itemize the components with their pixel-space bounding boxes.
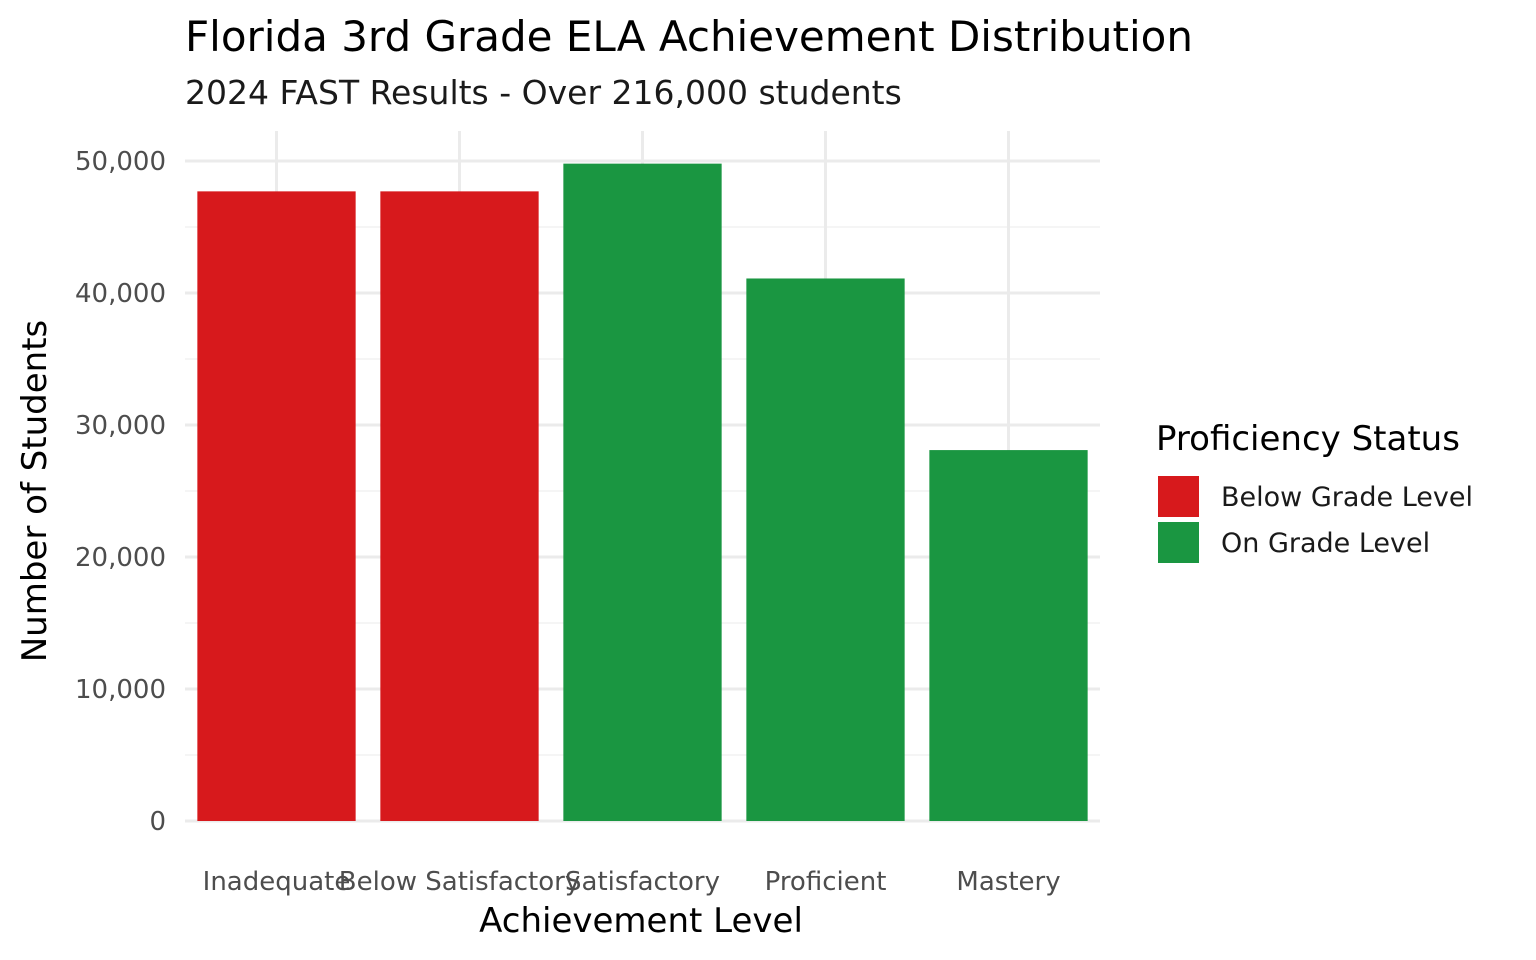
x-tick-label: Below Satisfactory bbox=[339, 867, 580, 897]
x-axis-title: Achievement Level bbox=[479, 901, 803, 941]
bar-inadequate bbox=[197, 191, 356, 822]
bars bbox=[197, 163, 1088, 822]
legend-swatch bbox=[1158, 522, 1199, 563]
legend-title: Proficiency Status bbox=[1156, 419, 1460, 459]
chart-title: Florida 3rd Grade ELA Achievement Distri… bbox=[185, 12, 1193, 61]
legend-entries: Below Grade Level On Grade Level bbox=[1158, 476, 1473, 563]
bar-proficient bbox=[746, 278, 905, 822]
legend-swatch bbox=[1158, 476, 1199, 517]
y-tick-label: 10,000 bbox=[75, 675, 166, 705]
y-axis-ticks: 0 10,000 20,000 30,000 40,000 50,000 bbox=[75, 147, 166, 837]
bar-satisfactory bbox=[563, 163, 722, 821]
y-axis-title: Number of Students bbox=[15, 320, 55, 663]
x-tick-label: Inadequate bbox=[203, 867, 351, 897]
y-tick-label: 30,000 bbox=[75, 411, 166, 441]
y-tick-label: 0 bbox=[149, 807, 166, 837]
bar-mastery bbox=[929, 450, 1088, 821]
x-tick-label: Mastery bbox=[956, 867, 1060, 897]
y-tick-label: 20,000 bbox=[75, 543, 166, 573]
legend-label: Below Grade Level bbox=[1221, 482, 1473, 513]
chart-subtitle: 2024 FAST Results - Over 216,000 student… bbox=[185, 73, 902, 112]
x-tick-label: Proficient bbox=[765, 867, 887, 897]
y-tick-label: 50,000 bbox=[75, 147, 166, 177]
x-tick-label: Satisfactory bbox=[565, 867, 720, 897]
legend: Proficiency Status Below Grade Level On G… bbox=[1156, 419, 1473, 563]
y-tick-label: 40,000 bbox=[75, 279, 166, 309]
legend-label: On Grade Level bbox=[1221, 528, 1430, 559]
bar-below-satisfactory bbox=[380, 191, 539, 822]
